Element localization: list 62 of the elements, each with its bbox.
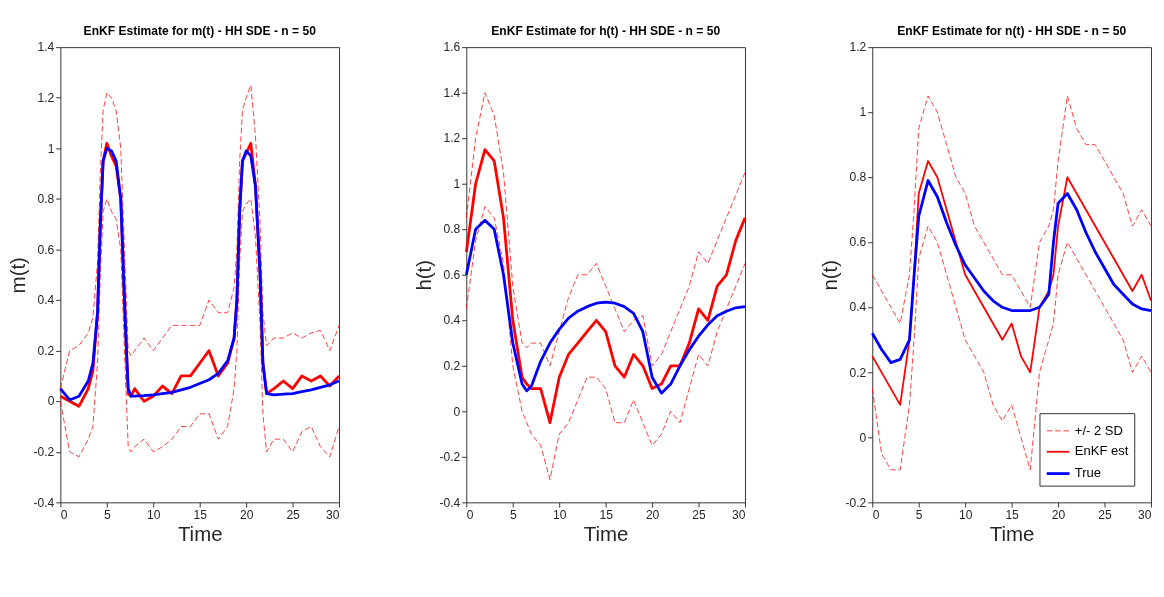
y-tick-label: 1.4	[443, 85, 461, 100]
y-tick-label: 1.6	[443, 40, 461, 55]
y-tick-label: 0	[453, 404, 461, 419]
y-tick-label: 0.2	[37, 343, 55, 358]
x-tick-label: 5	[509, 507, 517, 522]
x-axis-title: Time	[583, 522, 629, 545]
y-tick-label: 0	[47, 394, 55, 409]
x-tick-label: 10	[147, 507, 161, 522]
y-tick-label: 0.6	[443, 267, 461, 282]
x-tick-label: 20	[1051, 507, 1066, 522]
y-tick-label: 1	[47, 141, 55, 156]
y-axis-title: m(t)	[7, 257, 30, 294]
x-tick-label: 5	[915, 507, 923, 522]
x-tick-label: 10	[552, 507, 567, 522]
y-tick-label: 0.4	[849, 300, 867, 315]
x-tick-label: 15	[1005, 507, 1020, 522]
x-tick-label: 30	[1138, 507, 1152, 522]
x-tick-label: 0	[60, 507, 68, 522]
x-tick-label: 20	[645, 507, 660, 522]
legend-label: True	[1074, 465, 1102, 481]
y-tick-label: 1	[453, 176, 461, 191]
y-tick-label: 0.6	[849, 235, 867, 250]
y-tick-label: 0.8	[443, 222, 461, 237]
chart-title: EnKF Estimate for n(t) - HH SDE - n = 50	[897, 24, 1127, 39]
y-tick-label: 0	[859, 430, 867, 445]
y-tick-label: 0.2	[443, 359, 461, 373]
y-axis-title: n(t)	[819, 259, 842, 291]
chart-title: EnKF Estimate for h(t) - HH SDE - n = 50	[491, 24, 721, 39]
y-tick-label: 1	[859, 105, 867, 120]
x-tick-label: 25	[692, 507, 707, 522]
y-tick-label: -0.2	[439, 450, 461, 465]
legend-label: EnKF est	[1074, 443, 1129, 459]
y-axis-title: h(t)	[413, 259, 436, 291]
y-tick-label: -0.2	[33, 444, 55, 459]
y-tick-label: 0.4	[37, 293, 55, 308]
y-tick-label: 1.2	[443, 131, 461, 146]
x-tick-label: 25	[1098, 507, 1113, 522]
y-tick-label: 0.4	[443, 313, 461, 328]
y-tick-label: 0.2	[849, 365, 867, 380]
y-tick-label: 1.2	[849, 40, 867, 55]
x-tick-label: 30	[326, 507, 340, 522]
x-axis-title: Time	[177, 522, 223, 545]
x-tick-label: 10	[958, 507, 973, 522]
x-tick-label: 15	[599, 507, 614, 522]
legend-label: +/- 2 SD	[1074, 422, 1123, 438]
x-tick-label: 0	[872, 507, 880, 522]
x-tick-label: 30	[732, 507, 746, 522]
y-tick-label: 1.4	[37, 40, 55, 55]
y-tick-label: 0.6	[37, 242, 55, 257]
x-tick-label: 0	[466, 507, 474, 522]
y-tick-label: 0.8	[849, 170, 867, 185]
x-tick-label: 25	[286, 507, 301, 522]
y-tick-label: -0.4	[33, 495, 55, 510]
y-tick-label: -0.4	[439, 495, 461, 510]
x-axis-title: Time	[989, 522, 1035, 545]
x-tick-label: 5	[103, 507, 111, 522]
chart-title: EnKF Estimate for m(t) - HH SDE - n = 50	[83, 24, 317, 39]
y-tick-label: 1.2	[37, 90, 55, 105]
x-tick-label: 20	[239, 507, 254, 522]
y-tick-label: -0.2	[845, 495, 867, 510]
y-tick-label: 0.8	[37, 192, 55, 207]
x-tick-label: 15	[193, 507, 208, 522]
